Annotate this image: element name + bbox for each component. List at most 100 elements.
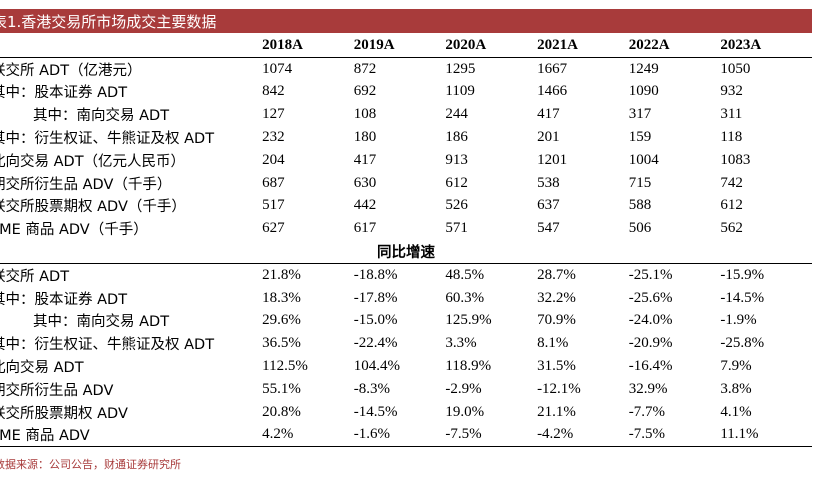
cell-value: -24.0%: [628, 312, 673, 329]
header-row: 2018A 2019A 2020A 2021A 2022A 2023A: [0, 34, 812, 58]
cell-value: 29.6%: [262, 312, 301, 329]
cell-value: 32.2%: [537, 289, 576, 306]
row-label: 期交所衍生品 ADV（千手）: [0, 172, 262, 195]
row-label-text: 联交所股票期权 ADV: [0, 405, 128, 422]
cell-value: 417: [537, 106, 560, 123]
row-label: 其中：衍生权证、牛熊证及权 ADT: [0, 332, 262, 355]
cell-value: 3.3%: [445, 335, 477, 352]
cell-value: 21.8%: [262, 266, 301, 283]
market-data-table: 2018A 2019A 2020A 2021A 2022A 2023A 联交所 …: [0, 34, 812, 448]
row-label: 期交所衍生品 ADV: [0, 378, 262, 401]
cell-value: 1074: [262, 60, 293, 77]
row-label-text: 联交所 ADT: [0, 268, 70, 285]
cell-value: 630: [353, 174, 377, 191]
cell-value: 232: [262, 129, 285, 146]
growth-rows: 联交所 ADT 21.8% -18.8% 48.5% 28.7% -25.1% -15.9%…: [0, 263, 812, 448]
section-divider: 同比增速: [0, 240, 812, 264]
cell-value: 1090: [628, 83, 659, 100]
cell-value: -16.4%: [628, 358, 673, 375]
table-row: 联交所 ADT（亿港元） 1074 872 1295 1667 1249 1050: [0, 57, 812, 80]
cell-value: -18.8%: [353, 266, 398, 283]
cell-value: 3.8%: [720, 380, 752, 397]
cell-value: 7.9%: [720, 358, 752, 375]
cell-value: 28.7%: [537, 266, 576, 283]
cell-value: -17.8%: [353, 289, 398, 306]
cell-value: 11.1%: [720, 423, 812, 448]
cell-value: 612: [445, 174, 468, 191]
table-title: 表1.香港交易所市场成交主要数据: [0, 13, 217, 31]
cell-value: -25.1%: [628, 266, 673, 283]
cell-value: 70.9%: [537, 312, 576, 329]
cell-value: 442: [353, 197, 377, 214]
cell-value: -4.2%: [537, 423, 629, 448]
cell-value: 417: [353, 151, 377, 168]
cell-value: 32.9%: [628, 380, 668, 397]
cell-value: 317: [628, 106, 652, 123]
cell-value: -7.7%: [628, 403, 665, 420]
cell-value: 588: [628, 197, 652, 214]
table-row: 其中：股本证券 ADT 842 692 1109 1466 1090 932: [0, 81, 812, 104]
cell-value: 31.5%: [537, 358, 576, 375]
cell-value: -15.9%: [720, 266, 765, 283]
row-label-text: 北向交易 ADT: [0, 360, 84, 377]
table-row: LME 商品 ADV 4.2% -1.6% -7.5% -4.2% -7.5% 11.1%: [0, 423, 812, 448]
row-label-text: 北向交易 ADT（亿元人民币）: [0, 153, 186, 170]
cell-value: -22.4%: [353, 335, 398, 352]
table-title-bar: 表1.香港交易所市场成交主要数据: [0, 9, 812, 33]
year-header: 2022A: [628, 34, 721, 58]
cell-value: 692: [353, 83, 377, 100]
cell-value: 1295: [445, 60, 476, 77]
cell-value: 1050: [720, 60, 751, 77]
cell-value: 1201: [537, 151, 568, 168]
cell-value: 1249: [628, 60, 659, 77]
cell-value: -25.6%: [628, 289, 673, 306]
cell-value: 127: [262, 106, 285, 123]
row-label-text: 期交所衍生品 ADV（千手）: [0, 176, 172, 193]
table-row: 北向交易 ADT 112.5% 104.4% 118.9% 31.5% -16.4% 7.9…: [0, 355, 812, 378]
cell-value: 526: [445, 197, 468, 214]
row-label-text: LME 商品 ADV（千手）: [0, 222, 148, 239]
cell-value: 48.5%: [445, 266, 485, 283]
cell-value: 715: [628, 174, 652, 191]
year-header: 2020A: [445, 34, 538, 58]
year-header: 2018A: [262, 34, 354, 58]
cell-value: -15.0%: [353, 312, 398, 329]
row-label-text: 其中：衍生权证、牛熊证及权 ADT: [0, 337, 215, 354]
row-label: 联交所股票期权 ADV: [0, 401, 262, 424]
row-label-text: 联交所股票期权 ADV（千手）: [0, 199, 186, 216]
row-label: 联交所股票期权 ADV（千手）: [0, 195, 262, 218]
cell-value: 19.0%: [445, 403, 485, 420]
cell-value: 571: [445, 220, 468, 237]
year-header: 2019A: [353, 34, 446, 58]
row-label: 北向交易 ADT: [0, 355, 262, 378]
row-label-text: 其中：股本证券 ADT: [0, 85, 128, 102]
cell-value: 311: [720, 106, 743, 123]
row-label-text: 联交所 ADT（亿港元）: [0, 62, 142, 79]
row-label: 联交所 ADT（亿港元）: [0, 57, 262, 80]
cell-value: -14.5%: [720, 289, 765, 306]
cell-value: 617: [353, 220, 377, 237]
cell-value: 742: [720, 174, 743, 191]
row-label: LME 商品 ADV（千手）: [0, 217, 262, 240]
cell-value: 517: [262, 197, 285, 214]
cell-value: 60.3%: [445, 289, 485, 306]
cell-value: 159: [628, 129, 652, 146]
row-label-text: 期交所衍生品 ADV: [0, 382, 114, 399]
cell-value: 118.9%: [445, 358, 492, 375]
cell-value: 55.1%: [262, 380, 301, 397]
table-row: 联交所股票期权 ADV（千手） 517 442 526 637 588 612: [0, 195, 812, 218]
row-label-text: LME 商品 ADV: [0, 428, 90, 445]
table-row: 其中：南向交易 ADT 127 108 244 417 317 311: [0, 103, 812, 126]
row-label-text: 其中：南向交易 ADT: [33, 108, 170, 125]
section-row: 同比增速: [0, 240, 812, 264]
table-row: 北向交易 ADT（亿元人民币） 204 417 913 1201 1004 1083: [0, 149, 812, 172]
cell-value: 108: [353, 106, 377, 123]
cell-value: 1109: [445, 83, 475, 100]
table-row: 其中：股本证券 ADT 18.3% -17.8% 60.3% 32.2% -25.6% -1…: [0, 287, 812, 310]
source-note: 数据来源：公司公告，财通证券研究所: [0, 458, 181, 471]
row-label: 联交所 ADT: [0, 263, 262, 286]
year-header: 2021A: [537, 34, 629, 58]
table-row: 联交所 ADT 21.8% -18.8% 48.5% 28.7% -25.1% -15.9%: [0, 263, 812, 286]
cell-value: 112.5%: [262, 358, 308, 375]
cell-value: 612: [720, 197, 743, 214]
